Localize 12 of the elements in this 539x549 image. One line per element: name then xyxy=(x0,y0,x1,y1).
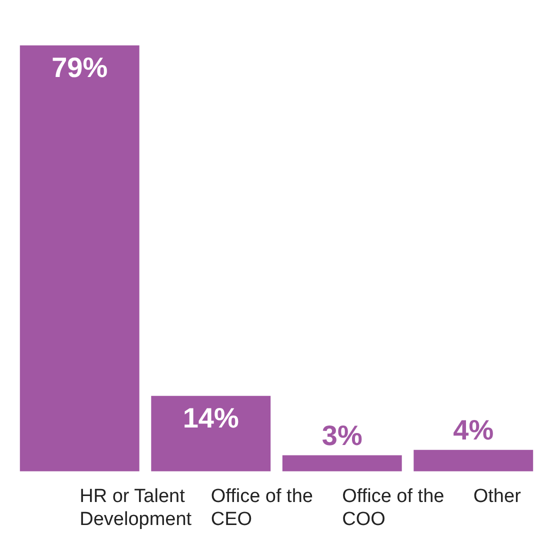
data-label: 4% xyxy=(453,414,494,446)
bar xyxy=(414,450,534,472)
data-label: 3% xyxy=(322,420,362,451)
x-tick-label: Office of the CEO xyxy=(210,486,313,530)
data-label: 79% xyxy=(52,52,108,84)
x-tick-label: Other xyxy=(473,486,522,508)
data-label: 14% xyxy=(182,402,239,434)
x-tick-label: HR or Talent Development xyxy=(80,486,192,530)
bar xyxy=(20,45,140,472)
x-tick-label: Office of the COO xyxy=(342,486,444,530)
bar xyxy=(282,455,402,472)
bar xyxy=(151,396,271,472)
